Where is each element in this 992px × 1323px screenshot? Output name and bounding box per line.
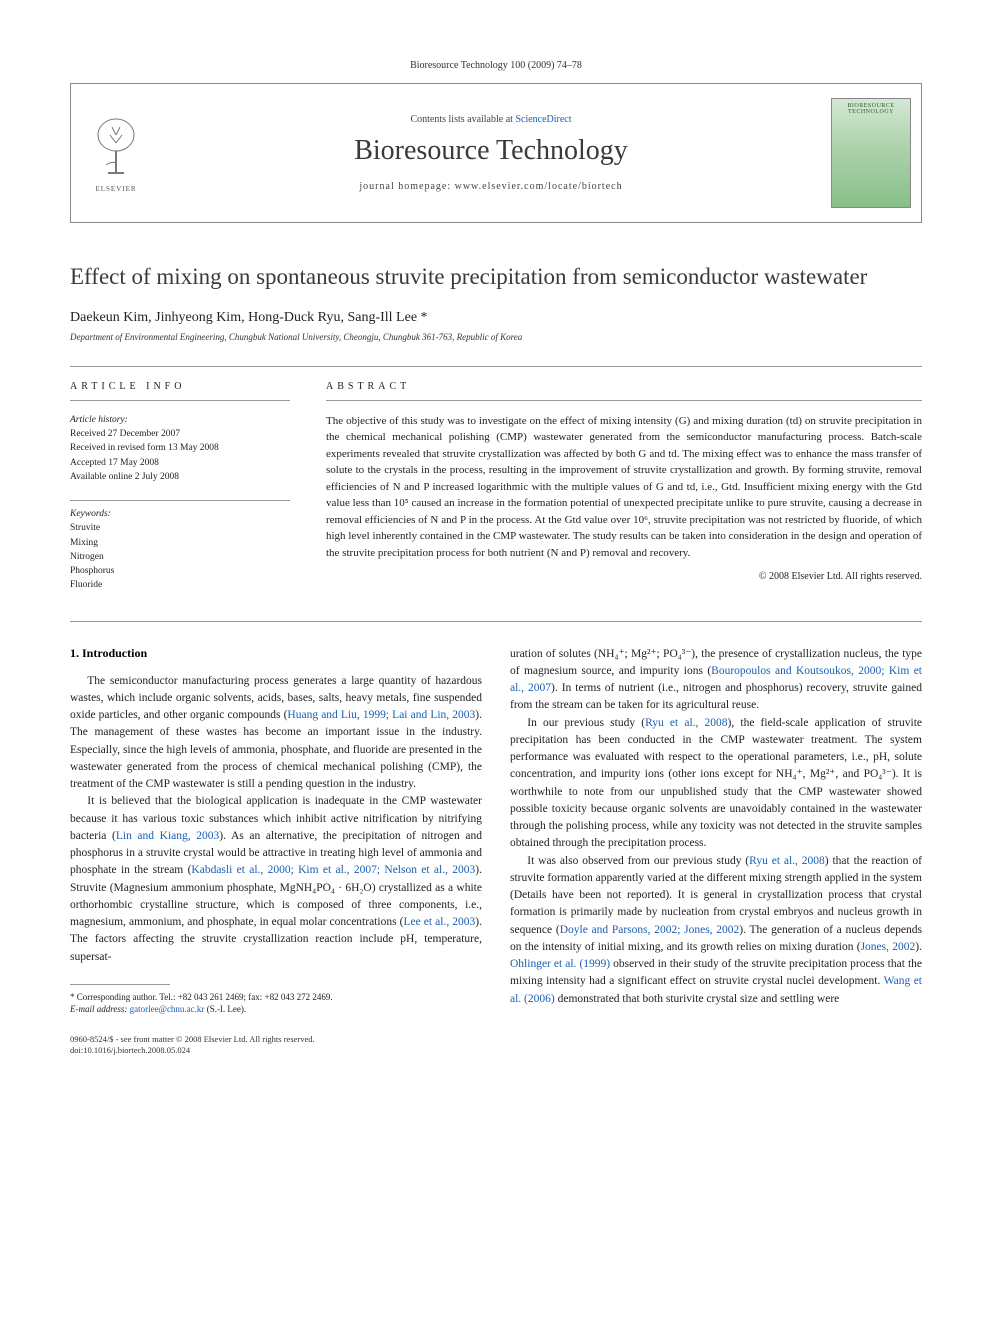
p4-text-f: demonstrated that both sturivite crystal… [555, 993, 840, 1005]
ref-ohlinger[interactable]: Ohlinger et al. (1999) [510, 958, 610, 970]
footnote-email-line: E-mail address: gatorlee@chnu.ac.kr (S.-… [70, 1003, 482, 1016]
meta-top-divider [70, 366, 922, 367]
keyword-5: Fluoride [70, 578, 290, 592]
keyword-4: Phosphorus [70, 564, 290, 578]
abstract-column: ABSTRACT The objective of this study was… [326, 381, 922, 593]
intro-paragraph-2-cont: uration of solutes (NH₄⁺; Mg²⁺; PO₄³⁻), … [510, 646, 922, 715]
ref-ryu-2[interactable]: Ryu et al., 2008 [749, 855, 825, 867]
ref-jones[interactable]: Jones, 2002 [861, 941, 916, 953]
footnote-corr: * Corresponding author. Tel.: +82 043 26… [70, 991, 482, 1004]
cover-title-bottom: TECHNOLOGY [848, 109, 894, 115]
p3-text-a: In our previous study ( [527, 717, 645, 729]
journal-name: Bioresource Technology [354, 135, 628, 167]
journal-cover-thumbnail: BIORESOURCE TECHNOLOGY [831, 98, 911, 208]
elsevier-logo-text: ELSEVIER [95, 185, 136, 193]
footnote-email-suffix: (S.-I. Lee). [204, 1004, 246, 1014]
intro-paragraph-3: In our previous study (Ryu et al., 2008)… [510, 715, 922, 853]
keywords-block: Keywords: Struvite Mixing Nitrogen Phosp… [70, 507, 290, 593]
abstract-text: The objective of this study was to inves… [326, 413, 922, 562]
elsevier-tree-icon [86, 113, 146, 183]
affiliation: Department of Environmental Engineering,… [70, 332, 922, 342]
keyword-1: Struvite [70, 521, 290, 535]
p2c-text-b: ). In terms of nutrient (i.e., nitrogen … [510, 682, 922, 711]
abstract-copyright: © 2008 Elsevier Ltd. All rights reserved… [326, 571, 922, 582]
contents-prefix: Contents lists available at [410, 114, 515, 125]
keywords-top-divider [70, 500, 290, 501]
p1-text-b: ). The management of these wastes has be… [70, 709, 482, 790]
abstract-label: ABSTRACT [326, 381, 922, 401]
footer-line-2: doi:10.1016/j.biortech.2008.05.024 [70, 1045, 482, 1056]
publisher-logo-cell: ELSEVIER [71, 84, 161, 222]
ref-lee[interactable]: Lee et al., 2003 [403, 916, 475, 928]
journal-homepage-line: journal homepage: www.elsevier.com/locat… [359, 181, 622, 192]
keyword-3: Nitrogen [70, 550, 290, 564]
elsevier-logo: ELSEVIER [81, 108, 151, 198]
article-info-label: ARTICLE INFO [70, 381, 290, 401]
footer-line-1: 0960-8524/$ - see front matter © 2008 El… [70, 1034, 482, 1045]
history-revised: Received in revised form 13 May 2008 [70, 441, 290, 455]
p4-text-d: ). [915, 941, 922, 953]
footnote-email-label: E-mail address: [70, 1004, 130, 1014]
intro-paragraph-2: It is believed that the biological appli… [70, 793, 482, 966]
authors-list: Daekeun Kim, Jinhyeong Kim, Hong-Duck Ry… [70, 310, 922, 326]
ref-lin-kiang[interactable]: Lin and Kiang, 2003 [116, 830, 219, 842]
journal-reference: Bioresource Technology 100 (2009) 74–78 [70, 60, 922, 71]
p4-text-a: It was also observed from our previous s… [527, 855, 749, 867]
contents-available-line: Contents lists available at ScienceDirec… [410, 114, 571, 125]
corresponding-author-footnote: * Corresponding author. Tel.: +82 043 26… [70, 991, 482, 1016]
sciencedirect-link[interactable]: ScienceDirect [515, 114, 571, 125]
header-center: Contents lists available at ScienceDirec… [161, 84, 821, 222]
keywords-heading: Keywords: [70, 507, 290, 521]
body-column-left: 1. Introduction The semiconductor manufa… [70, 646, 482, 1057]
history-accepted: Accepted 17 May 2008 [70, 456, 290, 470]
intro-paragraph-4: It was also observed from our previous s… [510, 853, 922, 1008]
body-top-divider [70, 621, 922, 622]
body-columns: 1. Introduction The semiconductor manufa… [70, 646, 922, 1057]
keyword-2: Mixing [70, 536, 290, 550]
p3-text-b: ), the field-scale application of struvi… [510, 717, 922, 850]
history-heading: Article history: [70, 413, 290, 427]
homepage-prefix: journal homepage: [359, 181, 454, 192]
history-received: Received 27 December 2007 [70, 427, 290, 441]
history-online: Available online 2 July 2008 [70, 470, 290, 484]
ref-kabdasli[interactable]: Kabdasli et al., 2000; Kim et al., 2007;… [191, 864, 475, 876]
section-heading-introduction: 1. Introduction [70, 646, 482, 661]
journal-header-box: ELSEVIER Contents lists available at Sci… [70, 83, 922, 223]
intro-paragraph-1: The semiconductor manufacturing process … [70, 673, 482, 794]
body-column-right: uration of solutes (NH₄⁺; Mg²⁺; PO₄³⁻), … [510, 646, 922, 1057]
ref-ryu-1[interactable]: Ryu et al., 2008 [645, 717, 727, 729]
article-info-column: ARTICLE INFO Article history: Received 2… [70, 381, 290, 593]
corresponding-email-link[interactable]: gatorlee@chnu.ac.kr [130, 1004, 205, 1014]
article-meta-row: ARTICLE INFO Article history: Received 2… [70, 381, 922, 593]
journal-cover-cell: BIORESOURCE TECHNOLOGY [821, 84, 921, 222]
ref-doyle-jones[interactable]: Doyle and Parsons, 2002; Jones, 2002 [560, 924, 740, 936]
footnote-divider [70, 984, 170, 985]
front-matter-footer: 0960-8524/$ - see front matter © 2008 El… [70, 1034, 482, 1056]
journal-homepage-link[interactable]: www.elsevier.com/locate/biortech [455, 181, 623, 192]
article-title: Effect of mixing on spontaneous struvite… [70, 263, 922, 292]
article-history: Article history: Received 27 December 20… [70, 413, 290, 484]
ref-huang-lai[interactable]: Huang and Liu, 1999; Lai and Lin, 2003 [287, 709, 475, 721]
